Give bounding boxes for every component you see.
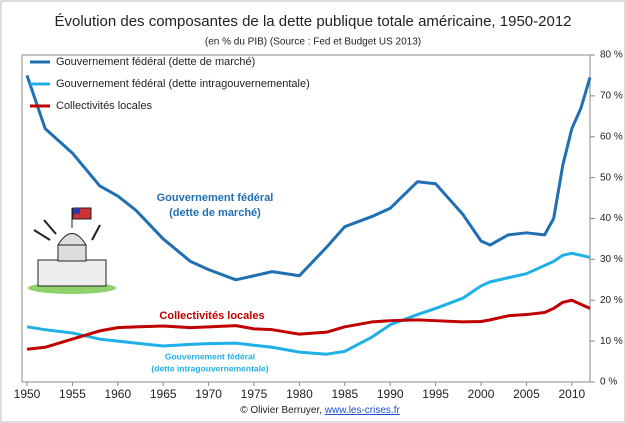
x-tick-label: 1960	[104, 387, 131, 401]
y-tick-label: 70 %	[600, 91, 623, 102]
chart-subtitle: (en % du PIB) (Source : Fed et Budget US…	[205, 37, 421, 48]
annotation: Gouvernement fédéral	[157, 192, 274, 204]
x-tick-label: 2005	[513, 387, 540, 401]
y-tick-label: 10 %	[600, 336, 623, 347]
legend-label: Collectivités locales	[56, 100, 152, 112]
credit: © Olivier Berruyer, www.les-crises.fr	[240, 405, 400, 416]
y-tick-label: 80 %	[600, 50, 623, 61]
series-line	[26, 298, 591, 351]
x-tick-label: 1990	[377, 387, 404, 401]
series-line	[26, 251, 591, 356]
x-tick-label: 1975	[241, 387, 268, 401]
capitol-icon	[28, 207, 116, 294]
y-tick-label: 0 %	[600, 377, 617, 388]
legend-label: Gouvernement fédéral (dette intragouvern…	[56, 78, 310, 90]
annotation: (dette de marché)	[169, 207, 261, 219]
series-line	[25, 74, 592, 282]
x-tick-label: 1970	[195, 387, 222, 401]
y-tick-label: 60 %	[600, 131, 623, 142]
x-tick-label: 1955	[59, 387, 86, 401]
legend-label: Gouvernement fédéral (dette de marché)	[56, 56, 255, 68]
annotation: Collectivités locales	[159, 310, 264, 322]
credit-author: © Olivier Berruyer,	[240, 405, 325, 416]
y-tick-label: 30 %	[600, 254, 623, 265]
x-tick-label: 2000	[468, 387, 495, 401]
x-tick-label: 1965	[150, 387, 177, 401]
y-tick-label: 50 %	[600, 172, 623, 183]
y-tick-label: 40 %	[600, 213, 623, 224]
x-tick-label: 1980	[286, 387, 313, 401]
y-tick-label: 20 %	[600, 295, 623, 306]
x-tick-label: 2010	[558, 387, 585, 401]
credit-link: www.les-crises.fr	[324, 405, 401, 416]
x-tick-label: 1985	[331, 387, 358, 401]
x-tick-label: 1995	[422, 387, 449, 401]
annotation: Gouvernement fédéral	[165, 351, 255, 361]
x-tick-label: 1950	[14, 387, 41, 401]
chart-title: Évolution des composantes de la dette pu…	[54, 13, 571, 30]
annotation: (dette intragouvernementale)	[151, 363, 268, 373]
